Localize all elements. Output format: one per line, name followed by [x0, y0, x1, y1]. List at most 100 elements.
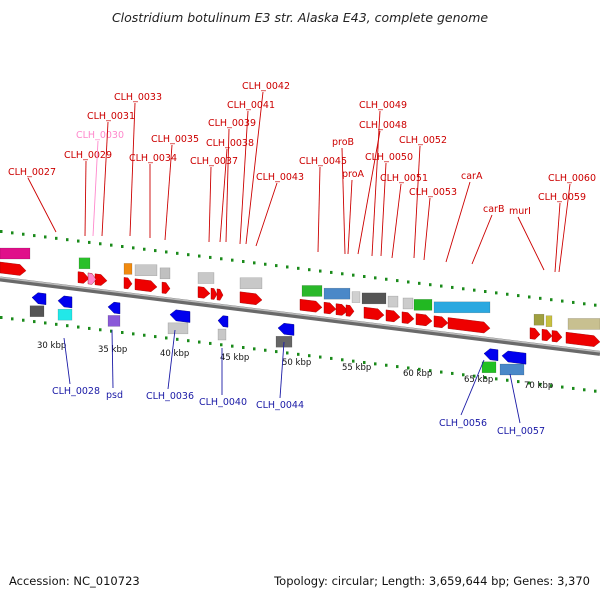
gene-feature-box — [433, 301, 491, 314]
inner-tick-dot — [121, 331, 124, 335]
gene-label: CLH_0030 — [76, 130, 124, 141]
inner-tick-dot — [99, 328, 102, 332]
forward-gene — [529, 327, 541, 340]
label-leader-line — [279, 341, 285, 399]
scale-label: 45 kbp — [220, 353, 249, 363]
reverse-gene — [501, 350, 527, 365]
label-leader-line — [129, 102, 136, 237]
outer-tick-dot — [33, 234, 36, 238]
inner-tick-dot — [396, 365, 399, 369]
inner-tick-dot — [286, 351, 289, 355]
scale-label: 70 kbp — [524, 381, 553, 391]
label-leader-line — [164, 144, 173, 241]
outer-tick-dot — [99, 242, 102, 246]
gene-label: CLH_0059 — [538, 192, 586, 203]
gene-label: CLH_0056 — [439, 418, 487, 429]
label-leader-line — [380, 162, 387, 257]
outer-tick-dot — [528, 295, 531, 299]
label-leader-line — [63, 337, 71, 385]
forward-gene — [433, 315, 449, 329]
gene-feature-box — [545, 315, 553, 327]
outer-tick-dot — [330, 270, 333, 274]
forward-gene — [94, 273, 108, 286]
inner-tick-dot — [484, 376, 487, 380]
forward-gene — [565, 331, 600, 347]
gene-label: CLH_0034 — [129, 153, 177, 164]
label-leader-line — [460, 359, 485, 416]
outer-tick-dot — [418, 281, 421, 285]
forward-gene — [0, 261, 27, 276]
outer-tick-dot — [451, 285, 454, 289]
forward-gene — [299, 298, 323, 313]
inner-tick-dot — [440, 370, 443, 374]
inner-tick-dot — [374, 362, 377, 366]
outer-tick-dot — [550, 298, 553, 302]
outer-tick-dot — [143, 247, 146, 251]
inner-tick-dot — [275, 350, 278, 354]
outer-tick-dot — [187, 253, 190, 257]
forward-gene — [216, 288, 224, 301]
gene-label: CLH_0045 — [299, 156, 347, 167]
inner-tick-dot — [165, 336, 168, 340]
inner-tick-dot — [594, 389, 597, 393]
label-leader-line — [471, 214, 493, 265]
label-leader-line — [208, 166, 212, 243]
inner-tick-dot — [11, 317, 14, 321]
reverse-gene — [217, 315, 229, 328]
label-leader-line — [255, 182, 278, 247]
gene-label: CLH_0043 — [256, 172, 304, 183]
outer-tick-dot — [495, 291, 498, 295]
gene-label: proA — [342, 169, 365, 180]
inner-tick-dot — [583, 388, 586, 392]
inner-tick-dot — [264, 348, 267, 352]
inner-tick-dot — [176, 337, 179, 341]
outer-tick-dot — [396, 279, 399, 283]
forward-gene — [415, 313, 433, 327]
inner-tick-dot — [110, 329, 113, 333]
gene-label: CLH_0053 — [409, 187, 457, 198]
inner-tick-dot — [341, 358, 344, 362]
reverse-gene — [277, 323, 295, 336]
outer-tick-dot — [297, 266, 300, 270]
outer-tick-dot — [473, 288, 476, 292]
gene-feature-box — [481, 361, 497, 374]
inner-tick-dot — [297, 352, 300, 356]
inner-tick-dot — [418, 367, 421, 371]
outer-tick-dot — [385, 277, 388, 281]
gene-feature-box — [361, 292, 387, 305]
scale-label: 50 kbp — [282, 358, 311, 368]
inner-tick-dot — [363, 361, 366, 365]
inner-tick-dot — [132, 332, 135, 336]
reverse-gene — [169, 309, 191, 323]
label-leader-line — [391, 183, 402, 259]
inner-tick-dot — [561, 385, 564, 389]
outer-tick-dot — [308, 268, 311, 272]
inner-tick-dot — [572, 386, 575, 390]
outer-tick-dot — [594, 303, 597, 307]
forward-gene — [123, 277, 133, 290]
forward-gene — [363, 306, 385, 321]
gene-feature-box — [301, 285, 323, 297]
gene-feature-box — [413, 299, 433, 311]
outer-tick-dot — [319, 269, 322, 273]
gene-feature-box — [217, 328, 227, 341]
inner-tick-dot — [451, 371, 454, 375]
label-leader-line — [413, 145, 421, 259]
inner-tick-dot — [0, 316, 3, 319]
outer-tick-dot — [286, 265, 289, 269]
gene-label: CLH_0051 — [380, 173, 428, 184]
gene-feature-box — [533, 313, 545, 326]
label-leader-line — [517, 216, 545, 271]
outer-tick-dot — [429, 283, 432, 287]
gene-label: CLH_0049 — [359, 100, 407, 111]
inner-tick-dot — [308, 354, 311, 358]
outer-tick-dot — [77, 239, 80, 243]
gene-label: CLH_0031 — [87, 111, 135, 122]
inner-tick-dot — [506, 378, 509, 382]
scale-label: 30 kbp — [37, 341, 66, 351]
gene-feature-box — [323, 287, 351, 300]
inner-tick-dot — [429, 369, 432, 373]
outer-tick-dot — [407, 280, 410, 284]
gene-feature-box — [567, 318, 600, 330]
gene-label: proB — [332, 137, 354, 148]
